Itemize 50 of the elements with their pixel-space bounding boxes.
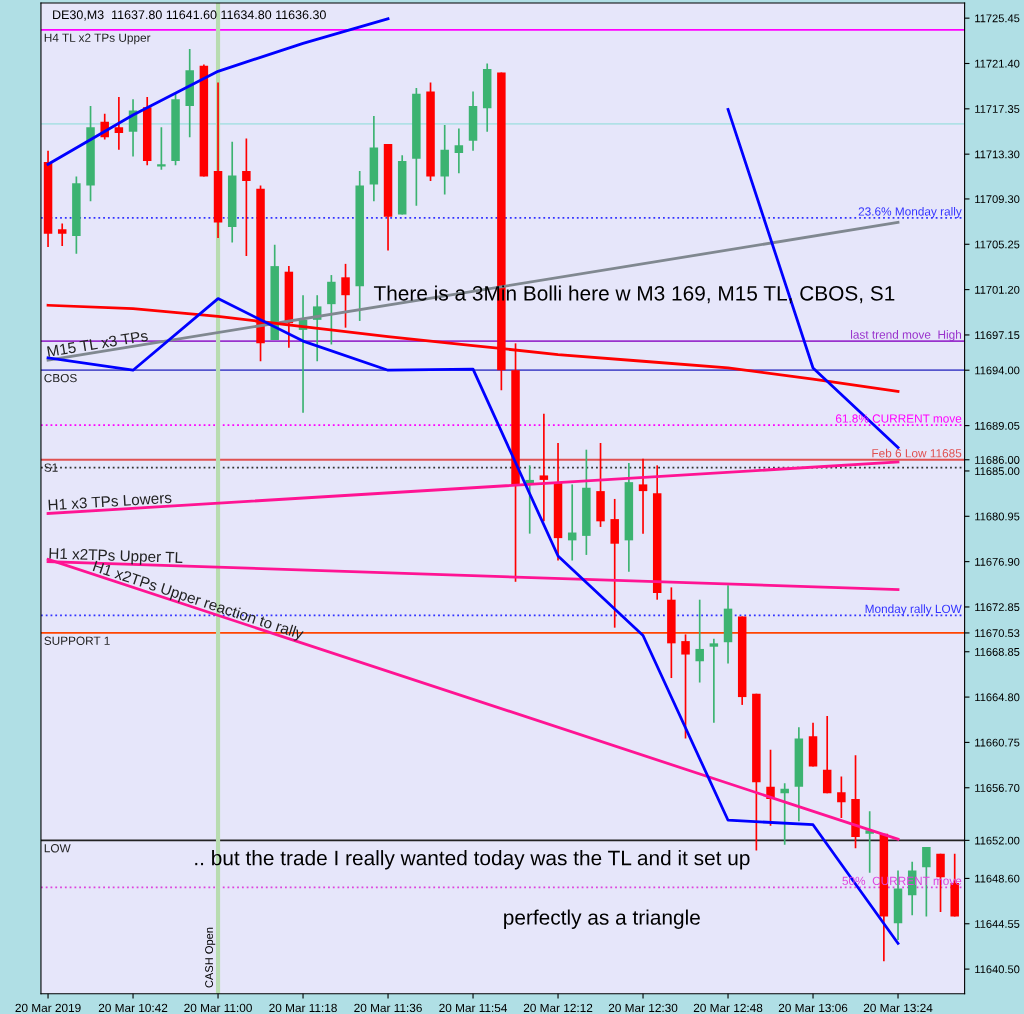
annotation: LOW	[44, 844, 71, 853]
y-tick-label: 11640.50	[975, 965, 1020, 974]
y-tick-label: 11670.53	[975, 629, 1020, 638]
y-tick-label: 11697.15	[975, 331, 1020, 340]
y-tick-label: 11664.80	[975, 693, 1020, 702]
y-tick-label: 11694.00	[975, 366, 1020, 375]
x-tick-label: 20 Mar 2019	[15, 1003, 81, 1013]
y-tick-label: 11680.95	[975, 512, 1020, 521]
y-tick-label: 11660.75	[975, 738, 1020, 747]
y-tick-label: 11689.05	[975, 421, 1020, 430]
y-tick-label: 11656.70	[975, 784, 1020, 792]
y-tick-label: 11652.00	[975, 836, 1020, 845]
y-tick-label: 11713.30	[975, 150, 1020, 159]
ref-line-label: Monday rally LOW	[865, 604, 962, 616]
series-label: H1 x3 TPs Lowers	[48, 492, 172, 511]
y-tick-label: 11648.60	[975, 874, 1020, 883]
y-tick-label: 11721.40	[975, 59, 1020, 68]
ref-line-label: CASH Open	[205, 927, 216, 988]
y-tick-label: 11717.35	[975, 105, 1020, 113]
x-tick-label: 20 Mar 11:00	[184, 1003, 252, 1013]
x-tick-label: 20 Mar 13:24	[863, 1003, 933, 1013]
y-tick-label: 11644.55	[975, 920, 1020, 928]
annotation: SUPPORT 1	[44, 636, 110, 645]
annotation: H4 TL x2 TPs Upper	[44, 33, 151, 45]
x-tick-label: 20 Mar 11:18	[269, 1003, 337, 1013]
y-tick-label: 11701.20	[975, 285, 1020, 294]
ref-line-label: Feb 6 Low 11685	[872, 448, 962, 458]
text: M15 TL x3 TPs	[47, 330, 149, 357]
y-tick-label: 11709.30	[975, 195, 1020, 204]
x-tick-label: 20 Mar 12:30	[608, 1003, 678, 1013]
annotation: .. but the trade I really wanted today was the TL and it set up	[195, 850, 750, 870]
annotation: S1	[44, 463, 58, 472]
x-tick-label: 20 Mar 10:42	[98, 1003, 168, 1013]
y-tick-label: 11705.25	[975, 240, 1020, 249]
x-tick-label: 20 Mar 12:12	[523, 1003, 593, 1013]
ref-line-label: 23.6% Monday rally	[858, 206, 962, 218]
ref-line-label: last trend move High	[851, 330, 962, 342]
y-tick-label: 11668.85	[975, 648, 1020, 656]
y-tick-label: 11676.90	[975, 557, 1020, 566]
x-tick-label: 20 Mar 13:06	[778, 1003, 848, 1013]
x-tick-label: 20 Mar 12:48	[693, 1003, 763, 1013]
annotation: perfectly as a triangle	[504, 909, 700, 929]
y-tick-label: 11686.00	[975, 456, 1020, 464]
x-tick-label: 20 Mar 11:54	[439, 1003, 508, 1013]
y-tick-label: 11672.85	[975, 603, 1020, 612]
annotation: CBOS	[44, 373, 77, 383]
x-tick-label: 20 Mar 11:36	[354, 1003, 422, 1013]
annotation: DE30,M3 11637.80 11641.60 11634.80 11636.30	[53, 10, 326, 21]
y-tick-label: 11685.00	[975, 467, 1020, 476]
y-tick-label: 11725.45	[975, 14, 1020, 23]
